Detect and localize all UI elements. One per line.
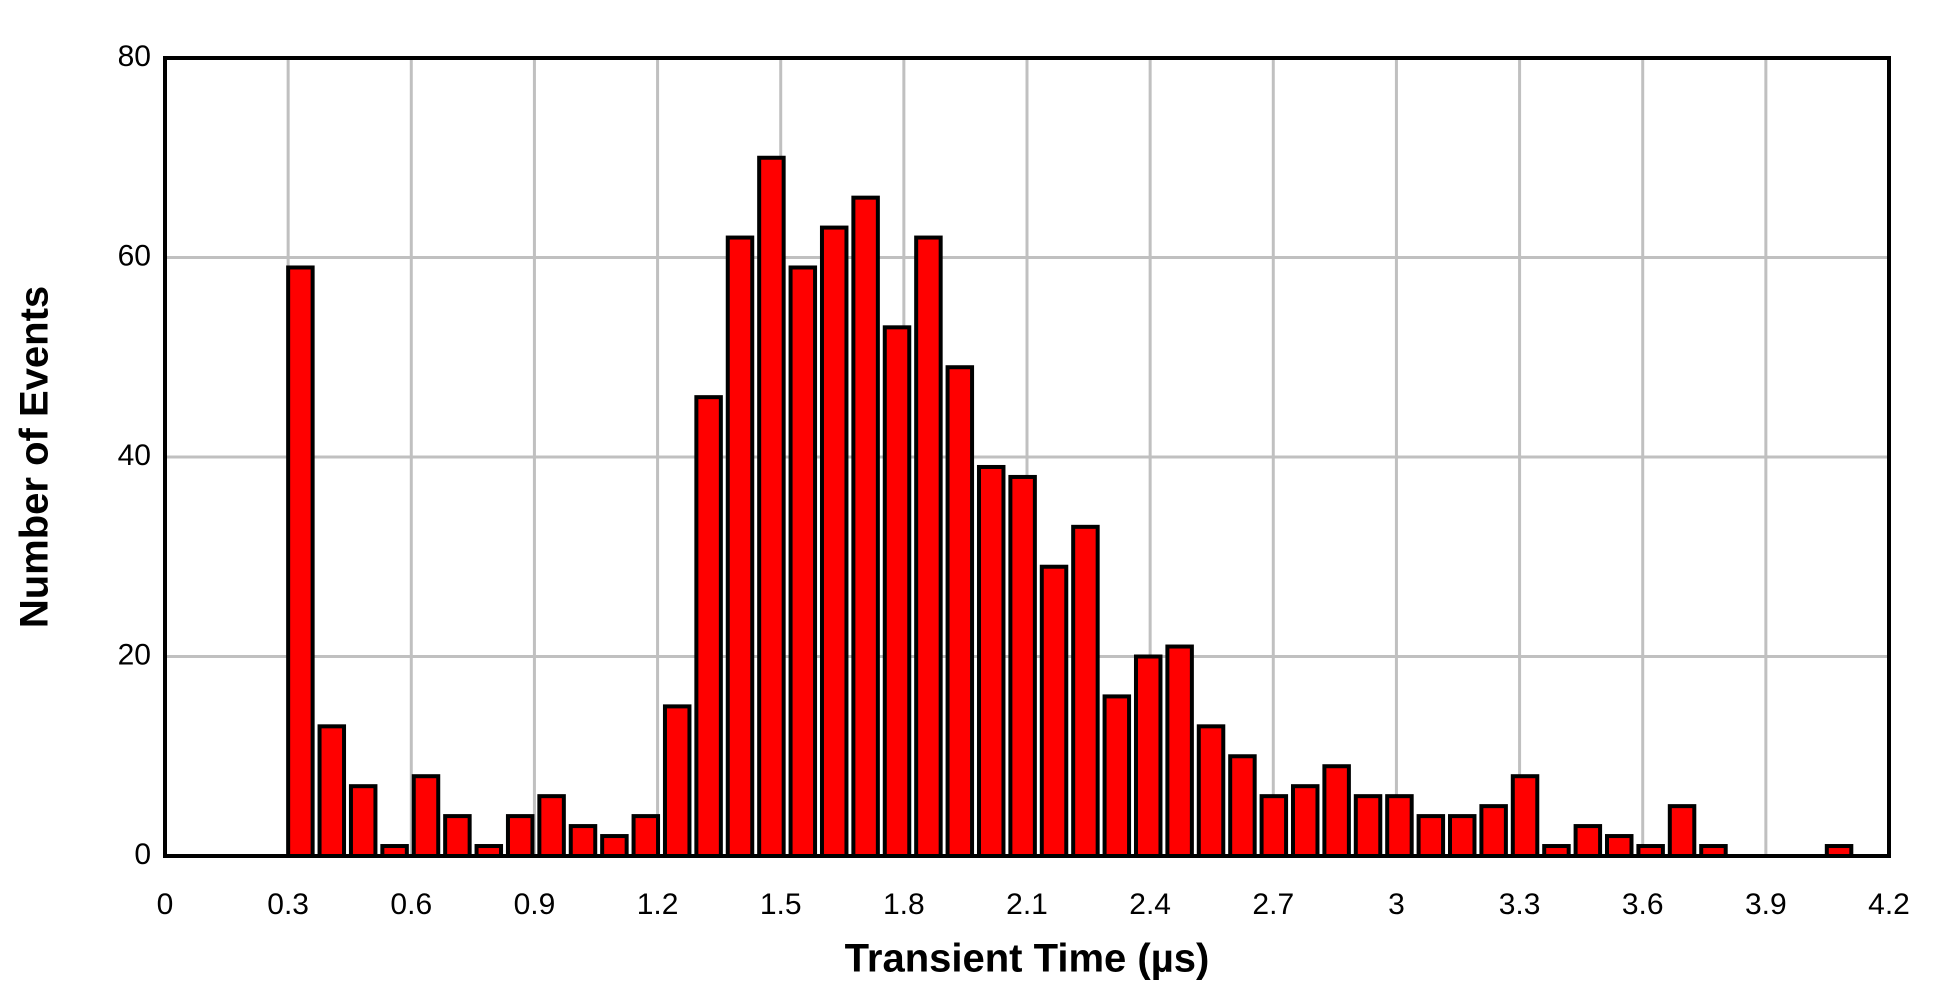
bar (286, 265, 315, 859)
bar (1416, 814, 1446, 858)
bar (537, 794, 566, 859)
bar (1510, 774, 1540, 859)
bar (851, 195, 880, 858)
x-tick-label: 2.7 (1252, 888, 1294, 921)
plot-frame (163, 56, 1891, 858)
x-axis-title: Transient Time (µs) (845, 937, 1210, 981)
bar (788, 265, 818, 859)
x-tick-label: 1.8 (883, 888, 925, 921)
x-tick-label: 0 (157, 888, 174, 921)
bar (411, 774, 441, 859)
bar (1385, 794, 1414, 859)
bar (1008, 474, 1037, 858)
bar (443, 814, 472, 858)
x-tick-label: 3.9 (1745, 888, 1787, 921)
bar (1322, 764, 1351, 858)
bar (1165, 644, 1194, 859)
x-tick-label: 1.2 (637, 888, 679, 921)
x-tick-label: 0.9 (514, 888, 556, 921)
bar (1196, 724, 1226, 859)
y-tick-label: 80 (118, 40, 151, 73)
bar (757, 155, 786, 858)
bar (317, 724, 347, 859)
x-tick-label: 4.2 (1868, 888, 1910, 921)
x-tick-label: 1.5 (760, 888, 802, 921)
bar (725, 235, 755, 859)
bar (505, 814, 535, 858)
y-tick-label: 60 (118, 239, 151, 272)
x-tick-label: 3 (1388, 888, 1405, 921)
bar (1133, 654, 1163, 858)
x-tick-label: 0.6 (390, 888, 432, 921)
bar (1605, 834, 1634, 858)
x-tick-label: 2.4 (1129, 888, 1171, 921)
bar (1259, 794, 1289, 859)
y-tick-label: 20 (118, 638, 151, 671)
bar (914, 235, 943, 859)
bar (1290, 784, 1320, 858)
x-tick-label: 3.6 (1622, 888, 1664, 921)
bar (662, 704, 692, 858)
bar (1102, 694, 1132, 859)
x-tick-label: 2.1 (1006, 888, 1048, 921)
y-tick-label: 40 (118, 439, 151, 472)
bar (631, 814, 661, 858)
bar (694, 395, 723, 858)
bar (882, 325, 912, 858)
bar (1228, 754, 1257, 858)
bar (348, 784, 378, 858)
x-tick-label: 0.3 (267, 888, 309, 921)
bar (1071, 524, 1100, 858)
bar (1667, 804, 1697, 858)
bar (976, 464, 1006, 858)
y-tick-label: 0 (134, 838, 151, 871)
bar (1353, 794, 1383, 859)
y-axis-title: Number of Events (13, 286, 57, 628)
bar (1573, 824, 1603, 859)
bar (1039, 564, 1069, 858)
bar (1447, 814, 1477, 858)
bar (945, 365, 975, 858)
x-tick-label: 3.3 (1499, 888, 1541, 921)
bar (1479, 804, 1508, 858)
bar (819, 225, 849, 858)
bar (568, 824, 598, 859)
bar (600, 834, 629, 858)
